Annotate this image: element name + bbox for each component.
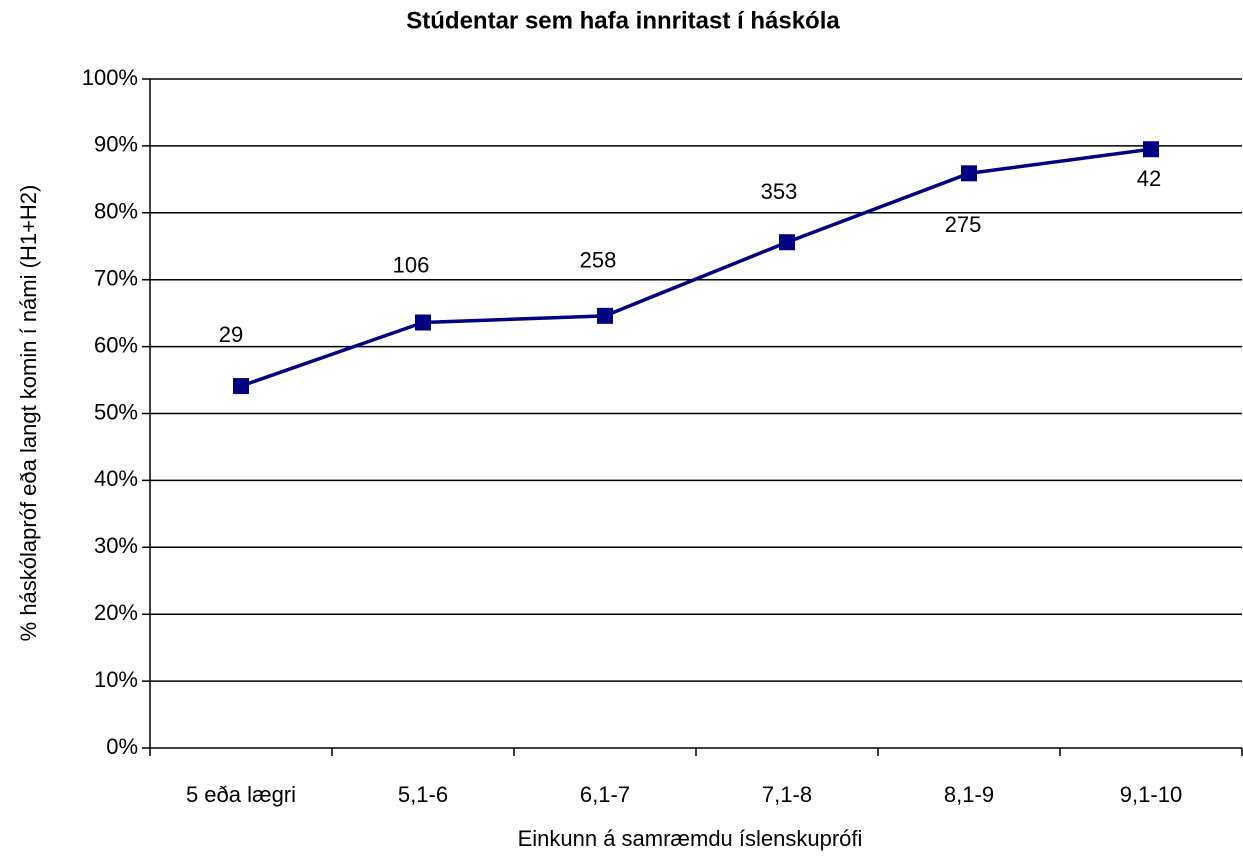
marker xyxy=(961,165,977,182)
y-tick-label: 30% xyxy=(94,533,138,558)
point-label: 353 xyxy=(761,179,798,204)
x-axis-label: Einkunn á samræmdu íslenskuprófi xyxy=(518,826,863,851)
y-tick-label: 80% xyxy=(94,199,138,224)
y-tick-label: 20% xyxy=(94,600,138,625)
series-line xyxy=(240,147,1152,388)
x-tick-label: 5,1-6 xyxy=(398,782,448,807)
x-tick-label: 6,1-7 xyxy=(580,782,630,807)
marker xyxy=(779,234,795,251)
x-tick-label: 8,1-9 xyxy=(944,782,994,807)
y-tick-label: 10% xyxy=(94,667,138,692)
marker xyxy=(597,307,613,324)
point-label: 106 xyxy=(393,252,430,277)
point-label: 258 xyxy=(580,248,617,273)
point-label: 42 xyxy=(1137,166,1161,191)
x-tick-label: 7,1-8 xyxy=(762,782,812,807)
y-tick-label: 60% xyxy=(94,332,138,357)
x-tick-label: 5 eða lægri xyxy=(186,782,296,807)
y-tick-label: 70% xyxy=(94,266,138,291)
point-label: 275 xyxy=(945,212,982,237)
marker xyxy=(233,378,249,395)
y-tick-label: 100% xyxy=(82,65,138,90)
marker xyxy=(415,314,431,331)
chart-title: Stúdentar sem hafa innritast í háskóla xyxy=(406,7,840,34)
y-tick-label: 0% xyxy=(106,734,138,759)
marker xyxy=(1143,141,1159,158)
y-axis-label: % háskólapróf eða langt komin í námi (H1… xyxy=(16,185,41,642)
point-label: 29 xyxy=(219,322,243,347)
y-tick-label: 40% xyxy=(94,466,138,491)
x-tick-label: 9,1-10 xyxy=(1120,782,1182,807)
y-tick-label: 50% xyxy=(94,399,138,424)
y-tick-label: 90% xyxy=(94,132,138,157)
